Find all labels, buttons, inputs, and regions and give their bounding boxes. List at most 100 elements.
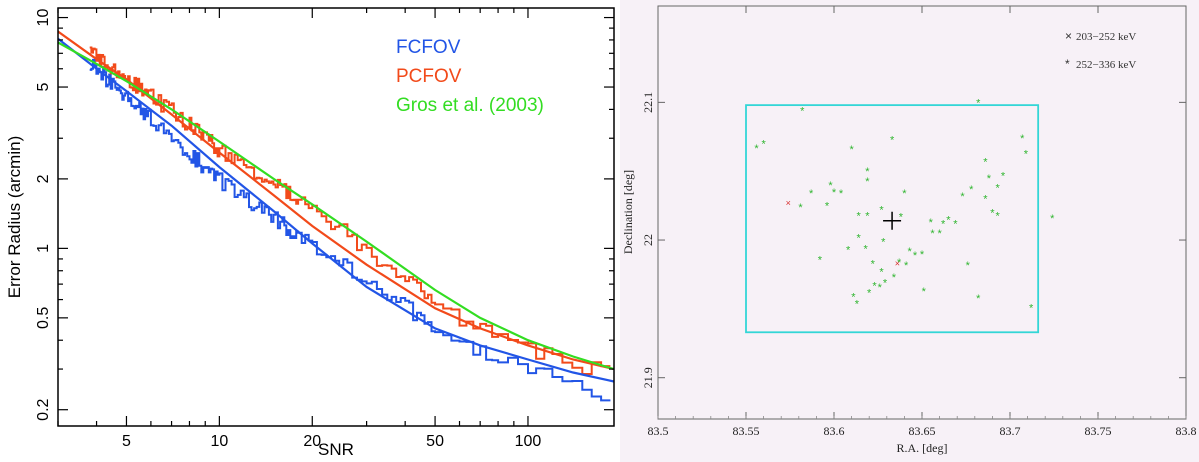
scatter-point-252-336: * — [864, 243, 869, 255]
scatter-point-252-336: * — [976, 97, 981, 109]
scatter-point-252-336: * — [960, 191, 965, 203]
legend-label: 252−336 keV — [1076, 59, 1136, 71]
scatter-point-252-336: * — [996, 210, 1001, 222]
y-tick-label: 21.9 — [641, 367, 655, 388]
x-tick-label: 5 — [122, 433, 131, 450]
x-tick-label: 100 — [515, 433, 542, 450]
x-tick-label: 83.75 — [1085, 424, 1112, 438]
scatter-point-252-336: * — [941, 219, 946, 231]
legend-marker: × — [1065, 29, 1072, 43]
scatter-point-252-336: * — [865, 166, 870, 178]
scatter-point-252-336: * — [871, 258, 876, 270]
x-tick-label: 83.55 — [733, 424, 760, 438]
legend-entry: Gros et al. (2003) — [396, 95, 544, 116]
scatter-point-252-336: * — [983, 194, 988, 206]
scatter-point-252-336: * — [761, 139, 766, 151]
scatter-point-252-336: * — [865, 210, 870, 222]
series-pcfov-fit-line — [58, 30, 614, 371]
y-tick-label: 0.2 — [35, 398, 52, 420]
scatter-point-252-336: * — [946, 214, 951, 226]
legend-marker: * — [1065, 57, 1070, 71]
y-axis-label: Error Radius (arcmin) — [5, 136, 24, 298]
scatter-point-252-336: * — [913, 250, 918, 262]
series-pcfov-step — [89, 46, 611, 375]
x-tick-label: 83.6 — [824, 424, 845, 438]
y-tick-label: 1 — [35, 244, 52, 253]
source-position-chart: 83.5 83.55 83.6 83.65 83.7 83.75 83.8 21.9 22 22.… — [620, 0, 1199, 462]
error-radius-chart-svg: 5 10 20 50 100 0.2 0.5 1 2 5 10 SNR Error Radius (… — [5, 7, 615, 459]
y-tick-label: 22.1 — [641, 92, 655, 113]
scatter-point-252-336: * — [856, 232, 861, 244]
scatter-point-252-336: * — [879, 205, 884, 217]
source-position-chart-svg: 83.5 83.55 83.6 83.65 83.7 83.75 83.8 21.9 22 22.… — [620, 0, 1199, 462]
y-axis-label: Declination [deg] — [621, 170, 635, 254]
scatter-point-252-336: * — [892, 272, 897, 284]
y-tick-label: 2 — [35, 174, 52, 183]
chart-background — [620, 0, 1199, 462]
field-of-view-box — [745, 104, 1040, 334]
scatter-point-252-336: * — [879, 267, 884, 279]
scatter-point-252-336: * — [878, 282, 883, 294]
scatter-point-252-336: * — [929, 217, 934, 229]
scatter-point-252-336: * — [825, 201, 830, 213]
scatter-point-252-336: * — [953, 219, 958, 231]
scatter-point-252-336: * — [851, 291, 856, 303]
x-tick-label: 50 — [426, 433, 444, 450]
scatter-point-252-336: * — [937, 228, 942, 240]
scatter-point-252-336: * — [922, 286, 927, 298]
scatter-point-252-336: * — [1029, 302, 1034, 314]
error-radius-chart: 5 10 20 50 100 0.2 0.5 1 2 5 10 SNR Error Radius (… — [5, 7, 615, 459]
scatter-point-252-336: * — [890, 135, 895, 147]
y-tick-label: 0.5 — [35, 307, 52, 329]
x-tick-label: 83.7 — [1000, 424, 1021, 438]
scatter-point-252-336: * — [881, 236, 886, 248]
scatter-point-252-336: * — [899, 212, 904, 224]
x-tick-label: 20 — [303, 433, 321, 450]
scatter-point-252-336: * — [846, 245, 851, 257]
x-tick-label: 83.5 — [648, 424, 669, 438]
scatter-point-252-336: * — [754, 143, 759, 155]
scatter-point-252-336: * — [897, 257, 902, 269]
scatter-point-252-336: * — [855, 298, 860, 310]
scatter-point-252-336: * — [1001, 170, 1006, 182]
series-fcfov-fit-line — [58, 37, 614, 383]
scatter-point-203-252: × — [786, 198, 791, 208]
x-tick-label: 83.8 — [1176, 424, 1197, 438]
legend-label: 203−252 keV — [1076, 31, 1136, 43]
scatter-point-252-336: * — [1024, 148, 1029, 160]
scatter-point-252-336: * — [800, 106, 805, 118]
scatter-point-252-336: * — [920, 249, 925, 261]
scatter-point-252-336: * — [976, 293, 981, 305]
y-tick-label: 22 — [641, 234, 655, 246]
x-tick-label: 10 — [210, 433, 228, 450]
scatter-point-252-336: * — [865, 176, 870, 188]
scatter-point-252-336: * — [828, 180, 833, 192]
scatter-point-252-336: * — [867, 287, 872, 299]
scatter-point-252-336: * — [902, 188, 907, 200]
scatter-point-252-336: * — [849, 144, 854, 156]
x-axis-label: R.A. [deg] — [897, 441, 948, 455]
x-tick-label: 83.65 — [909, 424, 936, 438]
legend-entry: PCFOV — [396, 66, 462, 87]
scatter-point-252-336: * — [987, 173, 992, 185]
scatter-point-252-336: * — [983, 157, 988, 169]
scatter-point-252-336: * — [908, 246, 913, 258]
y-tick-label: 10 — [35, 9, 52, 27]
scatter-point-252-336: * — [872, 280, 877, 292]
scatter-point-252-336: * — [996, 183, 1001, 195]
scatter-point-252-336: * — [856, 210, 861, 222]
scatter-point-203-252: × — [895, 258, 900, 268]
scatter-point-252-336: * — [798, 202, 803, 214]
scatter-point-252-336: * — [1050, 213, 1055, 225]
scatter-point-252-336: * — [839, 188, 844, 200]
scatter-point-252-336: * — [969, 184, 974, 196]
scatter-point-252-336: * — [990, 208, 995, 220]
scatter-point-252-336: * — [904, 260, 909, 272]
scatter-point-252-336: * — [966, 260, 971, 272]
center-cross-marker — [883, 211, 902, 230]
series-gros-et-al-2003--line — [58, 41, 614, 371]
scatter-point-252-336: * — [883, 278, 888, 290]
x-axis-label: SNR — [318, 440, 354, 459]
scatter-point-252-336: * — [832, 187, 837, 199]
legend-entry: FCFOV — [396, 37, 461, 58]
